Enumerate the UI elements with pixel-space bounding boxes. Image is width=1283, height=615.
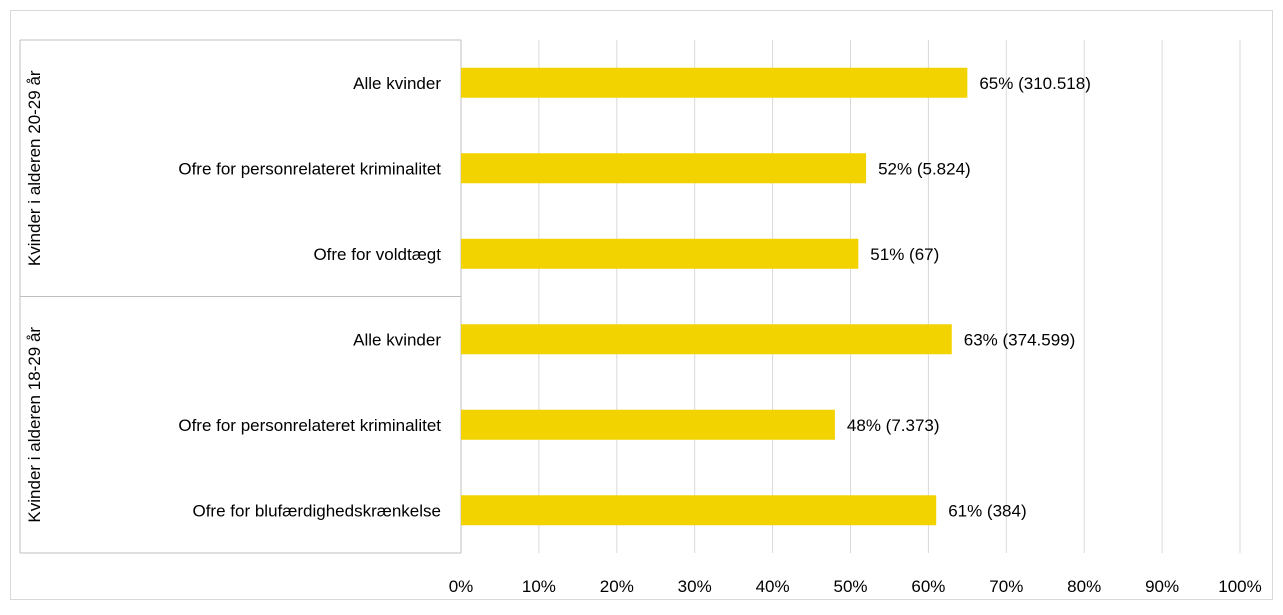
data-label: 65% (310.518): [979, 74, 1091, 93]
category-label: Ofre for personrelateret kriminalitet: [178, 159, 441, 178]
category-label: Alle kvinder: [353, 330, 441, 349]
x-tick-label: 20%: [600, 577, 634, 596]
data-label-layer: 65% (310.518) 52% (5.824) 51% (67) 63% (374…: [847, 74, 1091, 521]
x-tick-layer: 0% 10% 20% 30% 40% 50% 60% 70% 80% 90% 100%: [449, 577, 1262, 596]
bar: [461, 67, 968, 98]
x-tick-label: 0%: [449, 577, 474, 596]
data-label: 61% (384): [948, 501, 1026, 520]
x-tick-label: 70%: [989, 577, 1023, 596]
bar-layer: [461, 67, 968, 526]
x-tick-label: 90%: [1145, 577, 1179, 596]
category-label: Ofre for personrelateret kriminalitet: [178, 416, 441, 435]
x-tick-label: 100%: [1218, 577, 1261, 596]
x-tick-label: 30%: [678, 577, 712, 596]
bar: [461, 238, 859, 269]
bar: [461, 153, 867, 184]
bar: [461, 409, 835, 440]
category-label: Ofre for blufærdighedskrænkelse: [192, 501, 441, 520]
x-tick-label: 80%: [1067, 577, 1101, 596]
grid-layer: [538, 40, 1241, 553]
x-tick-label: 40%: [756, 577, 790, 596]
category-label: Ofre for voldtægt: [313, 245, 441, 264]
data-label: 51% (67): [870, 245, 939, 264]
chart-border: [10, 10, 1273, 600]
x-tick-label: 10%: [522, 577, 556, 596]
data-label: 48% (7.373): [847, 416, 940, 435]
category-label: Alle kvinder: [353, 74, 441, 93]
group-label: Kvinder i alderen 18-29 år: [25, 327, 44, 523]
x-tick-label: 60%: [911, 577, 945, 596]
category-axis: Kvinder i alderen 20-29 år Alle kvinder Of…: [19, 39, 462, 554]
group-label: Kvinder i alderen 20-29 år: [25, 70, 44, 266]
bar: [461, 495, 937, 526]
data-label: 52% (5.824): [878, 159, 971, 178]
x-tick-label: 50%: [833, 577, 867, 596]
bar: [461, 324, 952, 355]
data-label: 63% (374.599): [964, 330, 1076, 349]
